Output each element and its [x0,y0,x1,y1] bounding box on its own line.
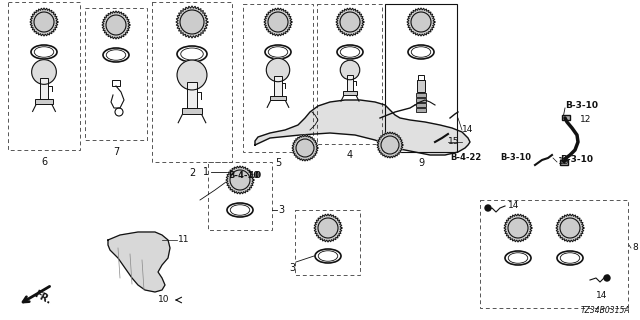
Text: 14: 14 [508,201,520,210]
Polygon shape [336,8,364,36]
Text: 3: 3 [289,263,295,273]
Bar [208,162,272,230]
Bar [562,115,570,120]
Bar [40,78,48,99]
Polygon shape [176,6,208,38]
Text: B-4-22: B-4-22 [450,153,481,162]
Text: 6: 6 [41,157,47,167]
Bar [385,4,457,152]
Text: 11: 11 [178,236,189,244]
Text: 8: 8 [632,244,637,252]
Bar [418,75,424,80]
Circle shape [177,60,207,90]
Text: 10: 10 [158,295,170,305]
Text: 2: 2 [189,168,195,178]
Text: FR.: FR. [32,289,52,307]
Bar [112,80,120,86]
Text: 9: 9 [418,158,424,168]
Text: B-3-10: B-3-10 [565,100,598,109]
Bar [275,76,282,96]
Polygon shape [292,135,318,161]
Bar [35,99,52,104]
Bar [152,2,232,162]
Bar [416,108,426,112]
Text: B-3-10: B-3-10 [500,153,531,162]
Text: 13: 13 [558,157,570,166]
Circle shape [266,58,290,82]
Circle shape [604,275,610,281]
Polygon shape [30,8,58,36]
Bar [417,80,425,92]
Bar [416,98,426,102]
Bar [188,83,196,108]
Text: 7: 7 [113,147,119,157]
Circle shape [31,60,56,84]
Polygon shape [556,214,584,242]
Polygon shape [377,132,403,158]
Bar [8,2,80,150]
Bar [295,210,360,275]
Polygon shape [102,11,130,39]
Polygon shape [504,214,532,242]
Bar [416,103,426,107]
Polygon shape [264,8,292,36]
Bar [182,108,202,114]
Text: 15: 15 [448,138,460,147]
Bar [560,160,568,165]
Bar [343,92,356,95]
Text: TZ34B0315A: TZ34B0315A [580,306,630,315]
Polygon shape [407,8,435,36]
Text: 1: 1 [203,167,209,177]
Text: B-3-10: B-3-10 [560,156,593,164]
Text: 14: 14 [596,291,607,300]
Text: 14: 14 [462,125,474,134]
Bar [317,4,382,144]
Text: B-4-10: B-4-10 [228,171,259,180]
Bar [85,8,147,140]
Text: 4: 4 [347,150,353,160]
Text: B-4-10: B-4-10 [228,171,261,180]
Text: 5: 5 [275,158,281,168]
Polygon shape [108,232,170,292]
Bar [270,96,286,100]
Polygon shape [255,100,470,155]
Bar [416,93,426,97]
Circle shape [485,205,491,211]
Circle shape [340,60,360,80]
Polygon shape [226,166,254,194]
Bar [347,75,353,92]
Text: 12: 12 [580,116,591,124]
Bar [243,4,313,152]
Text: 3: 3 [278,205,284,215]
Polygon shape [314,214,342,242]
Bar [480,200,628,308]
